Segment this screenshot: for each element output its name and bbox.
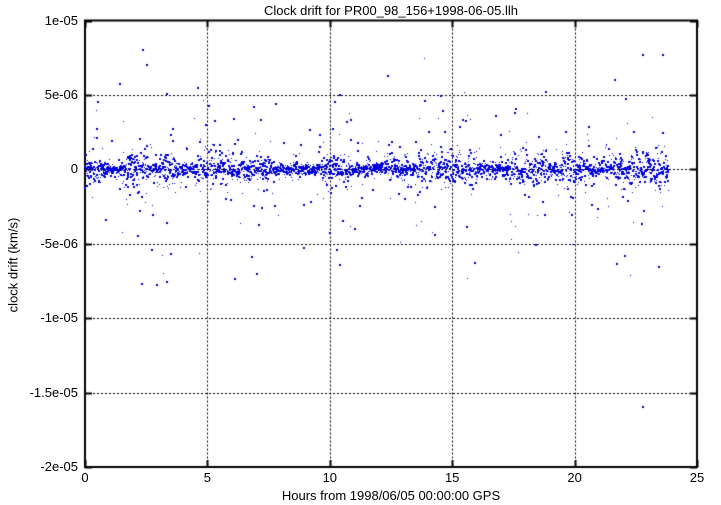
x-axis-title: Hours from 1998/06/05 00:00:00 GPS [281, 488, 501, 503]
y-axis-title: clock drift (km/s) [5, 217, 21, 313]
y-tick-label: -1e-05 [40, 310, 78, 326]
chart-title: Clock drift for PR00_98_156+1998-06-05.l… [263, 3, 519, 18]
y-tick-label: 1e-05 [44, 12, 78, 28]
y-tick-label: 0 [70, 161, 78, 177]
x-tick-label: 5 [203, 470, 211, 485]
x-tick-label: 0 [81, 470, 89, 485]
x-tick-label: 10 [322, 470, 338, 485]
y-tick-label: -5e-06 [40, 235, 78, 251]
x-tick-label: 20 [567, 470, 582, 485]
y-tick-label: 5e-06 [44, 86, 78, 102]
y-tick-label: -2e-05 [40, 459, 78, 474]
x-tick-label: 25 [689, 470, 705, 485]
y-tick-label: -1.5e-05 [29, 384, 78, 400]
x-tick-label: 15 [444, 470, 460, 485]
